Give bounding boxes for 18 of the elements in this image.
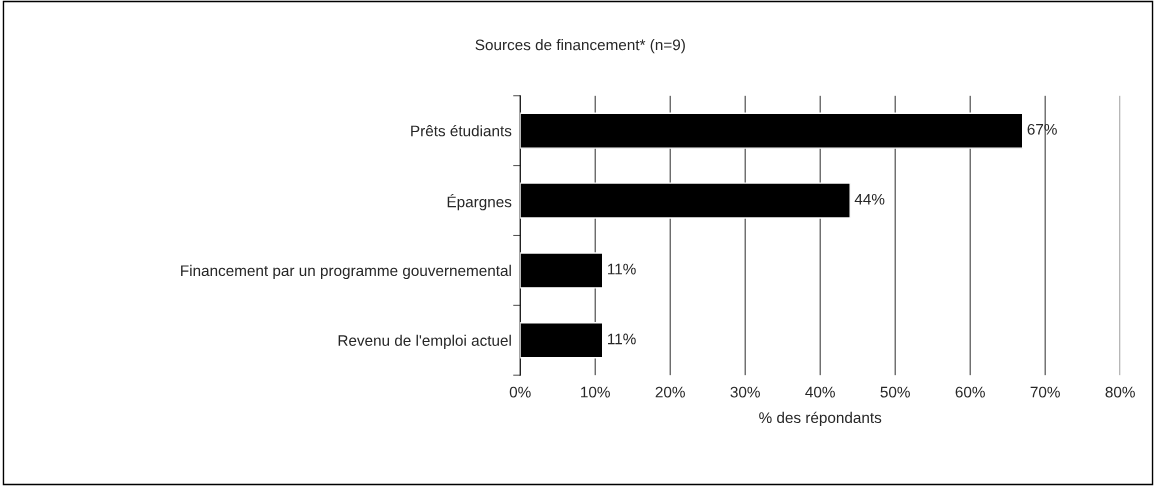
x-tick-label: 20% xyxy=(655,386,685,398)
y-tick-label: Revenu de l'emploi actuel xyxy=(338,334,511,349)
x-tick-label: 0% xyxy=(509,386,531,398)
x-tick-label: 50% xyxy=(880,386,910,398)
data-label: 44% xyxy=(854,193,885,205)
x-tick-label: 80% xyxy=(1105,386,1135,398)
data-label: 11% xyxy=(608,263,636,275)
y-tick-label: Épargnes xyxy=(447,193,512,211)
chart-title: Sources de financement* (n=9) xyxy=(475,39,685,54)
x-tick-label: 40% xyxy=(805,386,835,398)
data-label: 11% xyxy=(608,333,636,345)
x-tick-label: 70% xyxy=(1030,386,1060,398)
x-tick-label: 10% xyxy=(581,386,610,398)
y-tick-label: Financement par un programme gouvernemental xyxy=(181,264,511,280)
x-tick-label: 30% xyxy=(730,386,760,398)
x-axis-title: % des répondants xyxy=(759,411,882,427)
y-tick-label: Prêts étudiants xyxy=(411,124,512,137)
x-tick-label: 60% xyxy=(955,386,985,398)
